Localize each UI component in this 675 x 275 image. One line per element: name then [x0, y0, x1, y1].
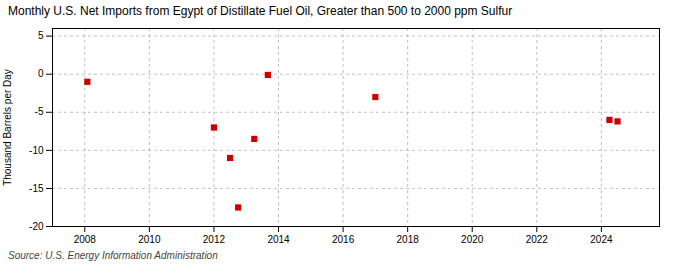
html-text:Monthly U.S. Net Imports from: Monthly U.S. Net Imports from Egypt of D…	[8, 4, 513, 18]
svg-text:2022: 2022	[526, 234, 549, 245]
svg-text:-5: -5	[35, 106, 44, 117]
svg-text:2010: 2010	[138, 234, 161, 245]
svg-text:2016: 2016	[332, 234, 355, 245]
svg-text:2014: 2014	[267, 234, 290, 245]
svg-text:-15: -15	[29, 183, 44, 194]
svg-text:-20: -20	[29, 221, 44, 232]
svg-text:Thousand Barrels per Day: Thousand Barrels per Day	[2, 69, 13, 186]
svg-text:5: 5	[38, 30, 44, 41]
svg-text:-10: -10	[29, 145, 44, 156]
svg-text:2024: 2024	[590, 234, 613, 245]
svg-text:0: 0	[38, 68, 44, 79]
svg-text:2012: 2012	[203, 234, 226, 245]
svg-text:2018: 2018	[397, 234, 420, 245]
html-text:Source: U.S. Energy Informatio: Source: U.S. Energy Information Administ…	[8, 250, 218, 261]
svg-text:2008: 2008	[74, 234, 97, 245]
svg-text:2020: 2020	[461, 234, 484, 245]
